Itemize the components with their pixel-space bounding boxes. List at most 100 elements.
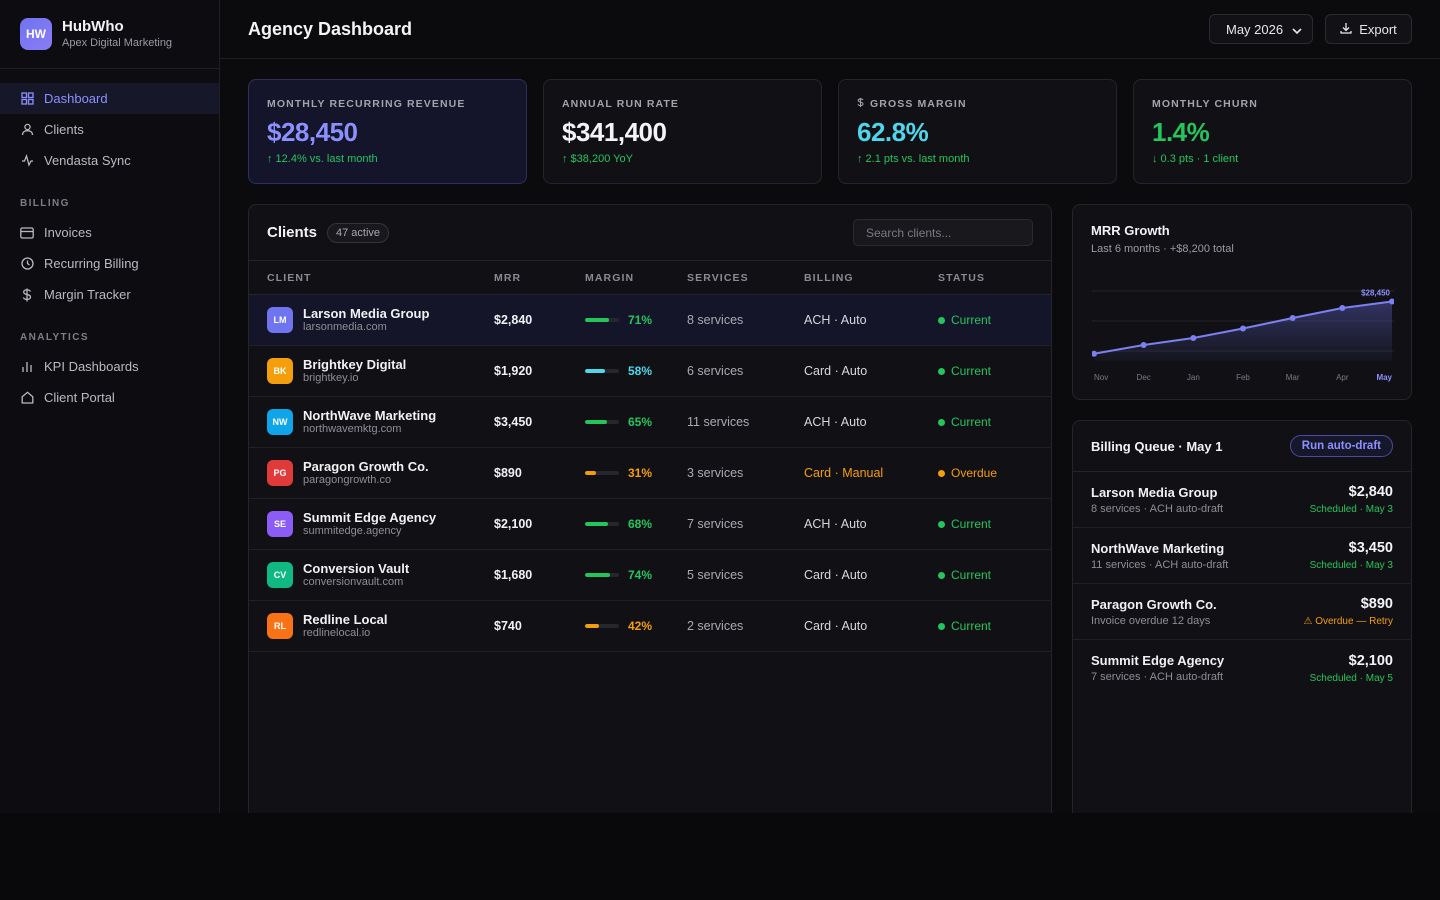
sidebar-item-recurring-billing[interactable]: Recurring Billing <box>0 248 219 279</box>
table-row[interactable]: RL Redline Local redlinelocal.io $740 42% 2 s… <box>249 601 1051 652</box>
status-badge: Current <box>938 415 1051 429</box>
client-avatar: NW <box>267 409 293 435</box>
dollar-icon <box>857 97 864 111</box>
queue-item[interactable]: Paragon Growth Co. Invoice overdue 12 day… <box>1073 584 1411 640</box>
column-header-client[interactable]: CLIENT <box>267 271 312 284</box>
queue-amount-block: $3,450 Scheduled · May 3 <box>1310 540 1393 571</box>
queue-status: Scheduled · May 3 <box>1309 560 1393 571</box>
month-select-value: May 2026 <box>1226 21 1284 37</box>
margin-percent: 68% <box>628 517 653 531</box>
margin-bar <box>585 522 619 526</box>
cell-client: LM Larson Media Group larsonmedia.com <box>249 305 494 334</box>
client-name[interactable]: Brightkey Digital <box>303 356 407 372</box>
status-label: Current <box>951 364 992 378</box>
sidebar-item-client-portal[interactable]: Client Portal <box>0 382 219 413</box>
sidebar-item-vendasta-sync[interactable]: Vendasta Sync <box>0 145 219 176</box>
brand-subtitle: Apex Digital Marketing <box>62 36 173 49</box>
client-domain: larsonmedia.com <box>303 320 387 333</box>
table-row[interactable]: LM Larson Media Group larsonmedia.com $2,84… <box>249 295 1051 346</box>
sidebar-item-kpi-dashboards[interactable]: KPI Dashboards <box>0 351 219 382</box>
margin-percent: 74% <box>628 568 653 582</box>
table-row[interactable]: CV Conversion Vault conversionvault.com $1,… <box>249 550 1051 601</box>
status-label: Current <box>951 517 992 531</box>
client-avatar: LM <box>267 307 293 333</box>
dollar-icon <box>20 288 34 302</box>
queue-amount-block: $2,840 Scheduled · May 3 <box>1310 484 1393 515</box>
margin-bar-fill <box>585 318 610 322</box>
app-window: HW HubWho Apex Digital Marketing Dashboa… <box>0 0 1440 813</box>
page-title: Agency Dashboard <box>248 18 413 39</box>
cell-client: CV Conversion Vault conversionvault.com <box>249 560 494 589</box>
sidebar-item-label: Clients <box>44 122 84 137</box>
client-name[interactable]: Summit Edge Agency <box>303 509 437 525</box>
kpi-card-gross-margin[interactable]: GROSS MARGIN 62.8% ↑ 2.1 pts vs. last mo… <box>838 79 1117 184</box>
column-header-mrr[interactable]: MRR <box>494 271 522 284</box>
margin-percent: 71% <box>628 313 653 327</box>
margin-bar <box>585 573 619 577</box>
nav-section-billing: BILLING <box>20 198 70 209</box>
table-row[interactable]: PG Paragon Growth Co. paragongrowth.co $890… <box>249 448 1051 499</box>
cell-margin: 65% <box>585 415 687 429</box>
sidebar-item-dashboard[interactable]: Dashboard <box>0 83 219 114</box>
queue-client-name: Summit Edge Agency <box>1091 653 1225 668</box>
sidebar-nav: Dashboard Clients Vendasta Sync BILLING <box>0 69 219 413</box>
queue-amount-block: $890 ⚠ Overdue — Retry <box>1303 596 1393 627</box>
sidebar-item-invoices[interactable]: Invoices <box>0 217 219 248</box>
run-auto-draft-button[interactable]: Run auto-draft <box>1289 435 1393 457</box>
clients-count-badge: 47 active <box>327 222 390 243</box>
sidebar-item-label: Dashboard <box>44 91 108 106</box>
x-tick-label: May <box>1376 373 1392 382</box>
sidebar: HW HubWho Apex Digital Marketing Dashboa… <box>0 0 220 813</box>
kpi-card-mrr[interactable]: MONTHLY RECURRING REVENUE $28,450 ↑ 12.4… <box>248 79 527 184</box>
kpi-label: GROSS MARGIN <box>870 98 967 110</box>
queue-item[interactable]: Summit Edge Agency 7 services · ACH auto-… <box>1073 640 1411 696</box>
cell-client: SE Summit Edge Agency summitedge.agency <box>249 509 494 538</box>
kpi-delta: ↑ 2.1 pts vs. last month <box>857 153 970 165</box>
client-name[interactable]: Conversion Vault <box>303 560 410 576</box>
status-label: Current <box>951 568 992 582</box>
client-name[interactable]: NorthWave Marketing <box>303 407 437 423</box>
kpi-delta: ↓ 0.3 pts · 1 client <box>1152 153 1239 165</box>
queue-item[interactable]: NorthWave Marketing 11 services · ACH aut… <box>1073 528 1411 584</box>
sidebar-item-label: KPI Dashboards <box>44 359 139 374</box>
grid-icon <box>20 92 34 106</box>
status-label: Overdue <box>951 466 998 480</box>
client-avatar: SE <box>267 511 293 537</box>
kpi-card-arr[interactable]: ANNUAL RUN RATE $341,400 ↑ $38,200 YoY <box>543 79 822 184</box>
month-select[interactable]: May 2026 <box>1209 14 1313 44</box>
kpi-card-churn[interactable]: MONTHLY CHURN 1.4% ↓ 0.3 pts · 1 client <box>1133 79 1412 184</box>
column-header-services[interactable]: SERVICES <box>687 271 749 284</box>
sidebar-item-label: Invoices <box>44 225 92 240</box>
queue-amount: $890 <box>1360 596 1393 612</box>
margin-bar <box>585 420 619 424</box>
activity-icon <box>20 154 34 168</box>
search-clients-input[interactable] <box>853 219 1033 246</box>
client-name[interactable]: Paragon Growth Co. <box>303 458 429 474</box>
margin-bar-fill <box>585 471 596 475</box>
queue-status[interactable]: ⚠ Overdue — Retry <box>1303 616 1393 627</box>
data-point <box>1240 325 1246 332</box>
cell-services: 7 services <box>687 517 744 531</box>
sidebar-item-label: Margin Tracker <box>44 287 131 302</box>
cell-billing: Card · Manual <box>804 466 884 480</box>
export-button[interactable]: Export <box>1325 14 1412 44</box>
margin-bar-fill <box>585 420 608 424</box>
queue-item[interactable]: Larson Media Group 8 services · ACH auto-… <box>1073 472 1411 528</box>
column-header-margin[interactable]: MARGIN <box>585 271 635 284</box>
growth-title: MRR Growth <box>1091 223 1170 238</box>
sidebar-item-margin-tracker[interactable]: Margin Tracker <box>0 279 219 310</box>
status-badge: Overdue <box>938 466 1051 480</box>
bar-chart-icon <box>20 360 34 374</box>
table-row[interactable]: SE Summit Edge Agency summitedge.agency $2,… <box>249 499 1051 550</box>
x-tick-label: Apr <box>1336 373 1349 382</box>
table-row[interactable]: NW NorthWave Marketing northwavemktg.com $3… <box>249 397 1051 448</box>
cell-services: 2 services <box>687 619 744 633</box>
client-name[interactable]: Redline Local <box>303 611 388 627</box>
column-header-billing[interactable]: BILLING <box>804 271 854 284</box>
x-tick-label: Mar <box>1286 373 1300 382</box>
table-row[interactable]: BK Brightkey Digital brightkey.io $1,920 58%… <box>249 346 1051 397</box>
sidebar-item-clients[interactable]: Clients <box>0 114 219 145</box>
client-name[interactable]: Larson Media Group <box>303 305 430 321</box>
column-header-status[interactable]: STATUS <box>938 271 986 284</box>
download-icon <box>1340 22 1352 37</box>
